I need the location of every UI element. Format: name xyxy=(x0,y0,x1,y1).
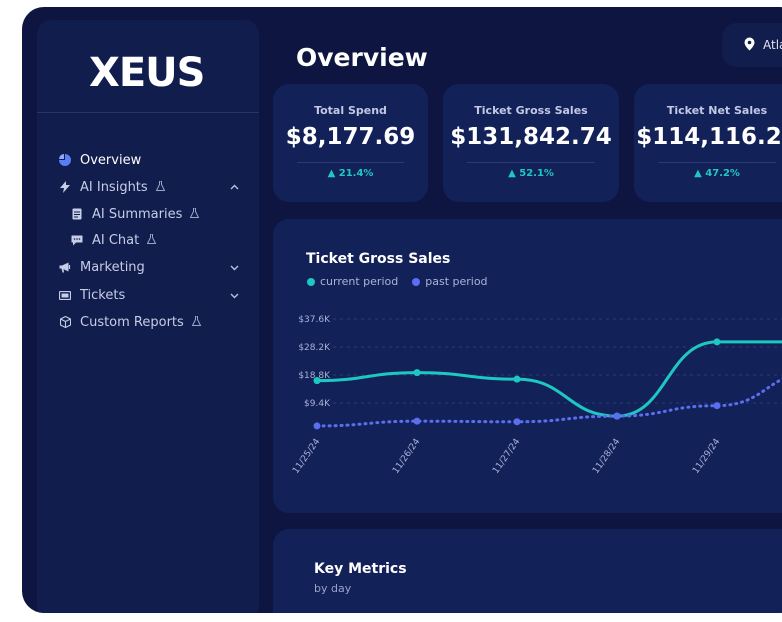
location-label: Atla xyxy=(763,38,782,52)
kpi-delta-value: 21.4% xyxy=(338,168,374,179)
x-tick-label: 11/26/24 xyxy=(391,437,423,476)
kpi-card-ticket-net-sales: Ticket Net Sales $114,116.23 ▲ 47.2% xyxy=(634,84,782,202)
line-chart[interactable]: $9.4K $18.8K $28.2K $37.6K 11/25/24 11/26/24 1… xyxy=(273,219,782,513)
pie-chart-icon xyxy=(59,154,71,166)
sidebar-item-label: AI Insights xyxy=(80,179,148,195)
bolt-icon xyxy=(59,181,71,193)
x-tick-label: 11/28/24 xyxy=(591,437,623,476)
legend-label: current period xyxy=(320,275,399,288)
cube-icon xyxy=(59,316,71,328)
up-triangle-icon: ▲ xyxy=(508,168,520,179)
sidebar-item-ai-summaries[interactable]: AI Summaries xyxy=(71,204,200,224)
y-tick-label: $18.8K xyxy=(298,371,331,381)
chevron-up-icon[interactable] xyxy=(229,182,239,192)
kpi-label: Ticket Gross Sales xyxy=(474,104,588,117)
kpi-label: Ticket Net Sales xyxy=(666,104,768,117)
data-point[interactable] xyxy=(613,412,621,420)
kpi-value: $8,177.69 xyxy=(285,124,416,150)
sidebar-item-tickets[interactable]: Tickets xyxy=(59,285,125,305)
beta-flask-icon xyxy=(155,180,165,194)
sidebar-item-marketing[interactable]: Marketing xyxy=(59,257,145,277)
app-logo[interactable]: XEUS xyxy=(89,50,205,96)
y-tick-label: $9.4K xyxy=(304,399,331,409)
kpi-value: $131,842.74 xyxy=(450,124,612,150)
kpi-label: Total Spend xyxy=(314,104,387,117)
sidebar-item-label: Tickets xyxy=(80,287,126,303)
sidebar-item-label: Custom Reports xyxy=(80,314,184,330)
up-triangle-icon: ▲ xyxy=(694,168,706,179)
y-tick-label: $37.6K xyxy=(298,315,331,325)
series-line-past[interactable] xyxy=(315,371,782,428)
data-point[interactable] xyxy=(713,338,721,346)
legend-item-past[interactable]: past period xyxy=(412,275,488,288)
chevron-down-icon[interactable] xyxy=(229,291,239,301)
ticket-icon xyxy=(59,289,71,301)
beta-flask-icon xyxy=(146,233,157,247)
data-point[interactable] xyxy=(513,418,521,426)
x-tick-label: 11/29/24 xyxy=(691,437,723,476)
sidebar-item-label: Overview xyxy=(80,152,142,168)
section-title: Key Metrics xyxy=(314,561,407,577)
beta-flask-icon xyxy=(190,207,200,221)
kpi-card-ticket-gross-sales: Ticket Gross Sales $131,842.74 ▲ 52.1% xyxy=(443,84,619,202)
divider xyxy=(297,162,404,163)
x-tick-label: 11/25/24 xyxy=(291,437,323,476)
chat-icon xyxy=(71,234,83,246)
legend-dot xyxy=(412,277,421,286)
data-point[interactable] xyxy=(713,402,721,410)
data-point[interactable] xyxy=(313,377,321,385)
kpi-delta: ▲ 21.4% xyxy=(273,168,428,179)
legend-item-current[interactable]: current period xyxy=(307,275,398,288)
location-selector[interactable]: Atla xyxy=(722,23,782,67)
sidebar-item-overview[interactable]: Overview xyxy=(59,150,141,170)
app-window: XEUS Overview AI Insights xyxy=(22,7,782,613)
sidebar-item-label: Marketing xyxy=(80,259,145,275)
up-triangle-icon: ▲ xyxy=(327,168,339,179)
document-icon xyxy=(71,208,83,220)
data-point[interactable] xyxy=(513,375,521,383)
divider xyxy=(658,162,776,163)
map-pin-icon xyxy=(744,37,755,54)
sidebar-item-custom-reports[interactable]: Custom Reports xyxy=(59,312,202,332)
divider xyxy=(467,162,595,163)
data-point[interactable] xyxy=(413,417,421,425)
kpi-delta: ▲ 47.2% xyxy=(634,168,782,179)
chart-card-ticket-gross-sales: Ticket Gross Sales current period past p… xyxy=(273,219,782,513)
kpi-delta-value: 52.1% xyxy=(519,168,554,179)
sidebar-item-label: AI Chat xyxy=(92,232,140,248)
sidebar-item-label: AI Summaries xyxy=(92,206,183,222)
kpi-delta-value: 47.2% xyxy=(705,168,740,179)
key-metrics-card: Key Metrics by day xyxy=(273,529,782,613)
section-subtitle: by day xyxy=(314,582,352,595)
kpi-value: $114,116.23 xyxy=(636,124,782,150)
chart-legend: current period past period xyxy=(307,275,502,288)
chart-title: Ticket Gross Sales xyxy=(306,251,451,267)
y-tick-label: $28.2K xyxy=(298,343,331,353)
data-point[interactable] xyxy=(313,422,321,430)
sidebar-item-ai-chat[interactable]: AI Chat xyxy=(71,230,157,250)
megaphone-icon xyxy=(59,261,71,273)
legend-label: past period xyxy=(425,275,488,288)
data-point[interactable] xyxy=(413,369,421,377)
legend-dot xyxy=(307,277,315,286)
x-tick-label: 11/27/24 xyxy=(491,437,523,476)
sidebar-item-ai-insights[interactable]: AI Insights xyxy=(59,177,165,197)
page-title: Overview xyxy=(296,43,428,72)
chevron-down-icon[interactable] xyxy=(229,263,239,273)
kpi-card-total-spend: Total Spend $8,177.69 ▲ 21.4% xyxy=(273,84,428,202)
sidebar: XEUS Overview AI Insights xyxy=(37,20,259,613)
beta-flask-icon xyxy=(191,315,202,329)
divider xyxy=(37,112,259,113)
kpi-delta: ▲ 52.1% xyxy=(443,168,619,179)
